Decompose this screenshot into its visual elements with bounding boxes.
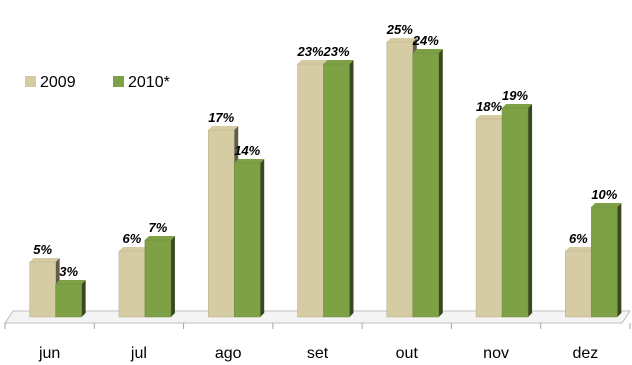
bar-side-out-2010* <box>438 49 443 317</box>
bar-top-set-2010* <box>323 60 354 64</box>
bar-top-ago-2010* <box>234 159 265 163</box>
data-label-jun-2010*: 3% <box>59 264 78 279</box>
data-label-set-2009: 23% <box>296 44 323 59</box>
data-label-out-2009: 25% <box>386 22 413 37</box>
bar-dez-2009 <box>565 250 592 318</box>
bar-top-jun-2009 <box>29 258 60 262</box>
data-label-jul-2009: 6% <box>123 231 142 246</box>
bar-jun-2010* <box>55 283 82 318</box>
bar-jul-2010* <box>144 239 172 318</box>
x-tick-label-out: out <box>396 345 419 362</box>
legend-label-2010*: 2010* <box>128 74 170 91</box>
bar-side-jul-2010* <box>170 236 175 317</box>
bar-nov-2010* <box>501 107 529 318</box>
bar-top-jun-2010* <box>55 280 86 284</box>
bar-dez-2010* <box>591 206 618 318</box>
bar-top-ago-2009 <box>208 126 239 130</box>
data-label-dez-2010*: 10% <box>591 187 617 202</box>
bar-side-set-2010* <box>349 60 354 317</box>
legend: 2009 2010* <box>25 74 170 91</box>
bar-top-dez-2010* <box>591 203 622 207</box>
data-label-nov-2009: 18% <box>476 99 502 114</box>
bar-top-jul-2009 <box>118 247 149 251</box>
bar-out-2009 <box>386 41 414 318</box>
bar-jul-2009 <box>118 250 146 318</box>
bar-top-dez-2009 <box>565 247 596 251</box>
x-tick-label-dez: dez <box>572 345 598 362</box>
bar-side-jun-2010* <box>81 280 86 317</box>
legend-swatch-2010* <box>113 76 124 87</box>
data-label-out-2010*: 24% <box>412 33 439 48</box>
bar-out-2010* <box>412 52 440 318</box>
bar-jun-2009 <box>29 261 56 318</box>
bar-side-dez-2010* <box>617 203 622 317</box>
legend-swatch-2009 <box>25 76 36 87</box>
data-label-dez-2009: 6% <box>569 231 588 246</box>
data-label-set-2010*: 23% <box>322 44 349 59</box>
bar-set-2009 <box>297 63 324 318</box>
bar-set-2010* <box>323 63 350 318</box>
bar-side-ago-2010* <box>260 159 265 317</box>
bars-layer <box>29 38 622 318</box>
bar-nov-2009 <box>475 118 503 318</box>
data-label-jul-2010*: 7% <box>149 220 168 235</box>
bar-top-out-2009 <box>386 38 417 42</box>
x-tick-label-nov: nov <box>483 345 509 362</box>
data-label-ago-2009: 17% <box>208 110 234 125</box>
bar-top-nov-2009 <box>476 115 507 119</box>
bar-side-nov-2010* <box>528 104 533 317</box>
data-label-nov-2010*: 19% <box>502 88 528 103</box>
data-label-ago-2010*: 14% <box>234 143 260 158</box>
x-tick-label-set: set <box>307 345 329 362</box>
data-label-jun-2009: 5% <box>33 242 52 257</box>
bar-top-out-2010* <box>412 49 443 53</box>
bar-ago-2009 <box>207 129 235 318</box>
bar-top-nov-2010* <box>502 104 533 108</box>
x-axis-tick-labels: jun jul ago set out nov dez <box>38 345 598 362</box>
bar-ago-2010* <box>233 162 261 318</box>
x-tick-label-ago: ago <box>215 345 242 362</box>
bar-top-jul-2010* <box>144 236 175 240</box>
x-tick-label-jul: jul <box>130 345 147 362</box>
x-tick-label-jun: jun <box>38 345 60 362</box>
bar-top-set-2009 <box>297 60 328 64</box>
data-labels-layer: 5% 3% 6% 7% 17% 14% 23% 23% 25%24% 18%19% 6% 10% <box>33 22 618 279</box>
legend-label-2009: 2009 <box>40 74 76 91</box>
